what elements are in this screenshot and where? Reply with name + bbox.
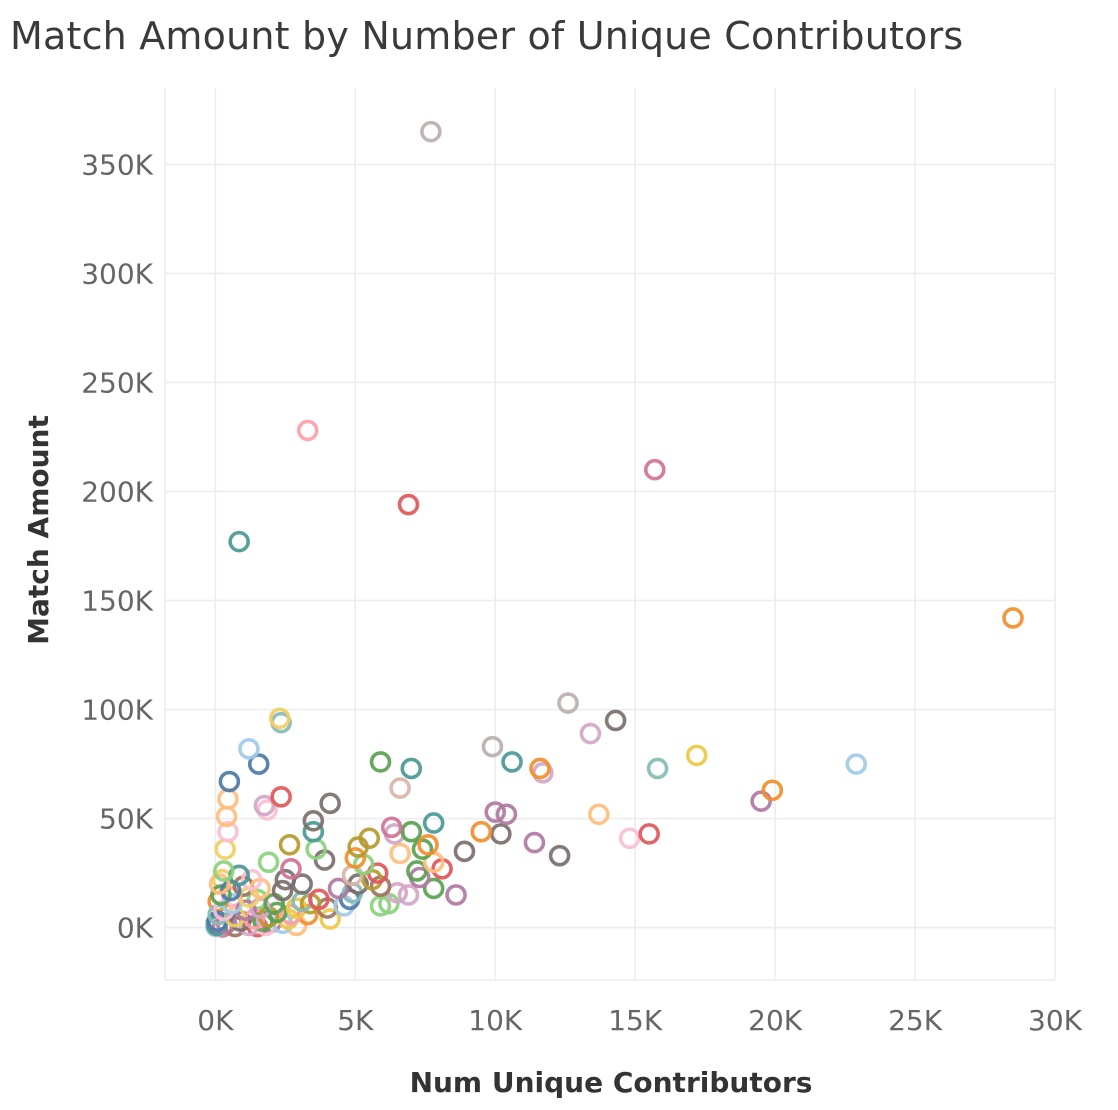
data-point[interactable] — [484, 801, 507, 823]
x-tick-label: 30K — [1028, 1004, 1083, 1037]
data-point[interactable] — [389, 777, 411, 799]
data-point[interactable] — [319, 908, 341, 930]
data-point[interactable] — [253, 794, 276, 817]
data-point[interactable] — [579, 722, 602, 745]
data-point[interactable] — [358, 827, 381, 850]
data-point[interactable] — [296, 419, 319, 442]
data-point[interactable] — [319, 792, 341, 815]
y-tick-label: 200K — [81, 475, 153, 508]
y-tick-label: 100K — [81, 694, 153, 727]
data-point[interactable] — [400, 757, 423, 780]
data-point[interactable] — [761, 779, 784, 802]
data-point[interactable] — [271, 879, 294, 902]
data-point[interactable] — [218, 770, 241, 793]
data-point[interactable] — [280, 857, 302, 880]
data-point[interactable] — [643, 458, 666, 481]
x-tick-label: 0K — [197, 1004, 234, 1037]
data-point[interactable] — [453, 840, 476, 863]
data-point[interactable] — [470, 820, 493, 843]
data-point[interactable] — [268, 707, 291, 730]
data-point[interactable] — [302, 809, 325, 832]
data-point[interactable] — [1002, 607, 1024, 629]
data-point[interactable] — [344, 847, 367, 869]
data-point[interactable] — [495, 803, 518, 826]
data-point[interactable] — [214, 838, 236, 860]
y-tick-label: 150K — [81, 585, 153, 618]
chart-title: Match Amount by Number of Unique Contrib… — [10, 14, 964, 58]
x-tick-label: 25K — [888, 1004, 943, 1037]
data-point[interactable] — [750, 790, 772, 812]
data-point[interactable] — [389, 842, 411, 865]
data-point[interactable] — [217, 820, 239, 843]
data-point[interactable] — [445, 884, 467, 906]
data-point[interactable] — [400, 820, 423, 843]
data-point[interactable] — [270, 786, 292, 808]
data-point[interactable] — [523, 831, 546, 854]
data-point[interactable] — [604, 709, 627, 732]
data-point[interactable] — [420, 120, 442, 143]
data-point[interactable] — [845, 753, 868, 775]
y-axis-title: Match Amount — [22, 415, 55, 645]
data-point[interactable] — [302, 820, 325, 843]
x-tick-label: 10K — [468, 1004, 523, 1037]
x-axis-ticks: 0K 5K 10K 15K 20K 25K 30K — [197, 1004, 1082, 1037]
y-tick-label: 50K — [99, 803, 154, 836]
data-point[interactable] — [685, 744, 708, 767]
y-tick-label: 250K — [81, 366, 153, 399]
data-point[interactable] — [481, 735, 504, 758]
data-point[interactable] — [212, 860, 235, 882]
data-point[interactable] — [308, 888, 330, 911]
grid-layer — [164, 88, 1056, 981]
data-point[interactable] — [406, 860, 428, 882]
data-point[interactable] — [217, 788, 239, 810]
data-point[interactable] — [529, 757, 551, 780]
y-tick-label: 300K — [81, 257, 153, 290]
data-point[interactable] — [548, 844, 571, 867]
data-point[interactable] — [422, 877, 445, 900]
data-point[interactable] — [327, 877, 350, 900]
data-point[interactable] — [274, 868, 297, 891]
y-tick-label: 0K — [117, 912, 154, 945]
data-point[interactable] — [501, 751, 523, 773]
data-point[interactable] — [638, 823, 660, 845]
data-point[interactable] — [257, 851, 280, 874]
data-point[interactable] — [557, 692, 579, 714]
data-point[interactable] — [208, 873, 231, 895]
x-tick-label: 5K — [337, 1004, 374, 1037]
data-point[interactable] — [210, 884, 232, 906]
data-point[interactable] — [228, 530, 250, 553]
data-point[interactable] — [278, 833, 301, 856]
y-tick-label: 350K — [81, 148, 153, 181]
data-point[interactable] — [588, 803, 610, 826]
data-point[interactable] — [240, 868, 263, 891]
data-point[interactable] — [618, 827, 641, 850]
data-point[interactable] — [397, 884, 420, 906]
data-point[interactable] — [490, 823, 512, 845]
data-point[interactable] — [422, 812, 445, 834]
data-point[interactable] — [238, 738, 260, 760]
x-axis-title: Num Unique Contributors — [410, 1066, 813, 1099]
data-point[interactable] — [646, 757, 669, 780]
data-point[interactable] — [397, 493, 420, 516]
y-axis-ticks: 0K 50K 100K 150K 200K 250K 300K 350K — [81, 148, 153, 944]
points-layer — [205, 120, 1024, 938]
data-point[interactable] — [380, 816, 403, 839]
data-point[interactable] — [369, 751, 392, 773]
data-point[interactable] — [247, 753, 270, 775]
data-point[interactable] — [417, 833, 439, 856]
x-tick-label: 15K — [608, 1004, 663, 1037]
x-tick-label: 20K — [748, 1004, 803, 1037]
